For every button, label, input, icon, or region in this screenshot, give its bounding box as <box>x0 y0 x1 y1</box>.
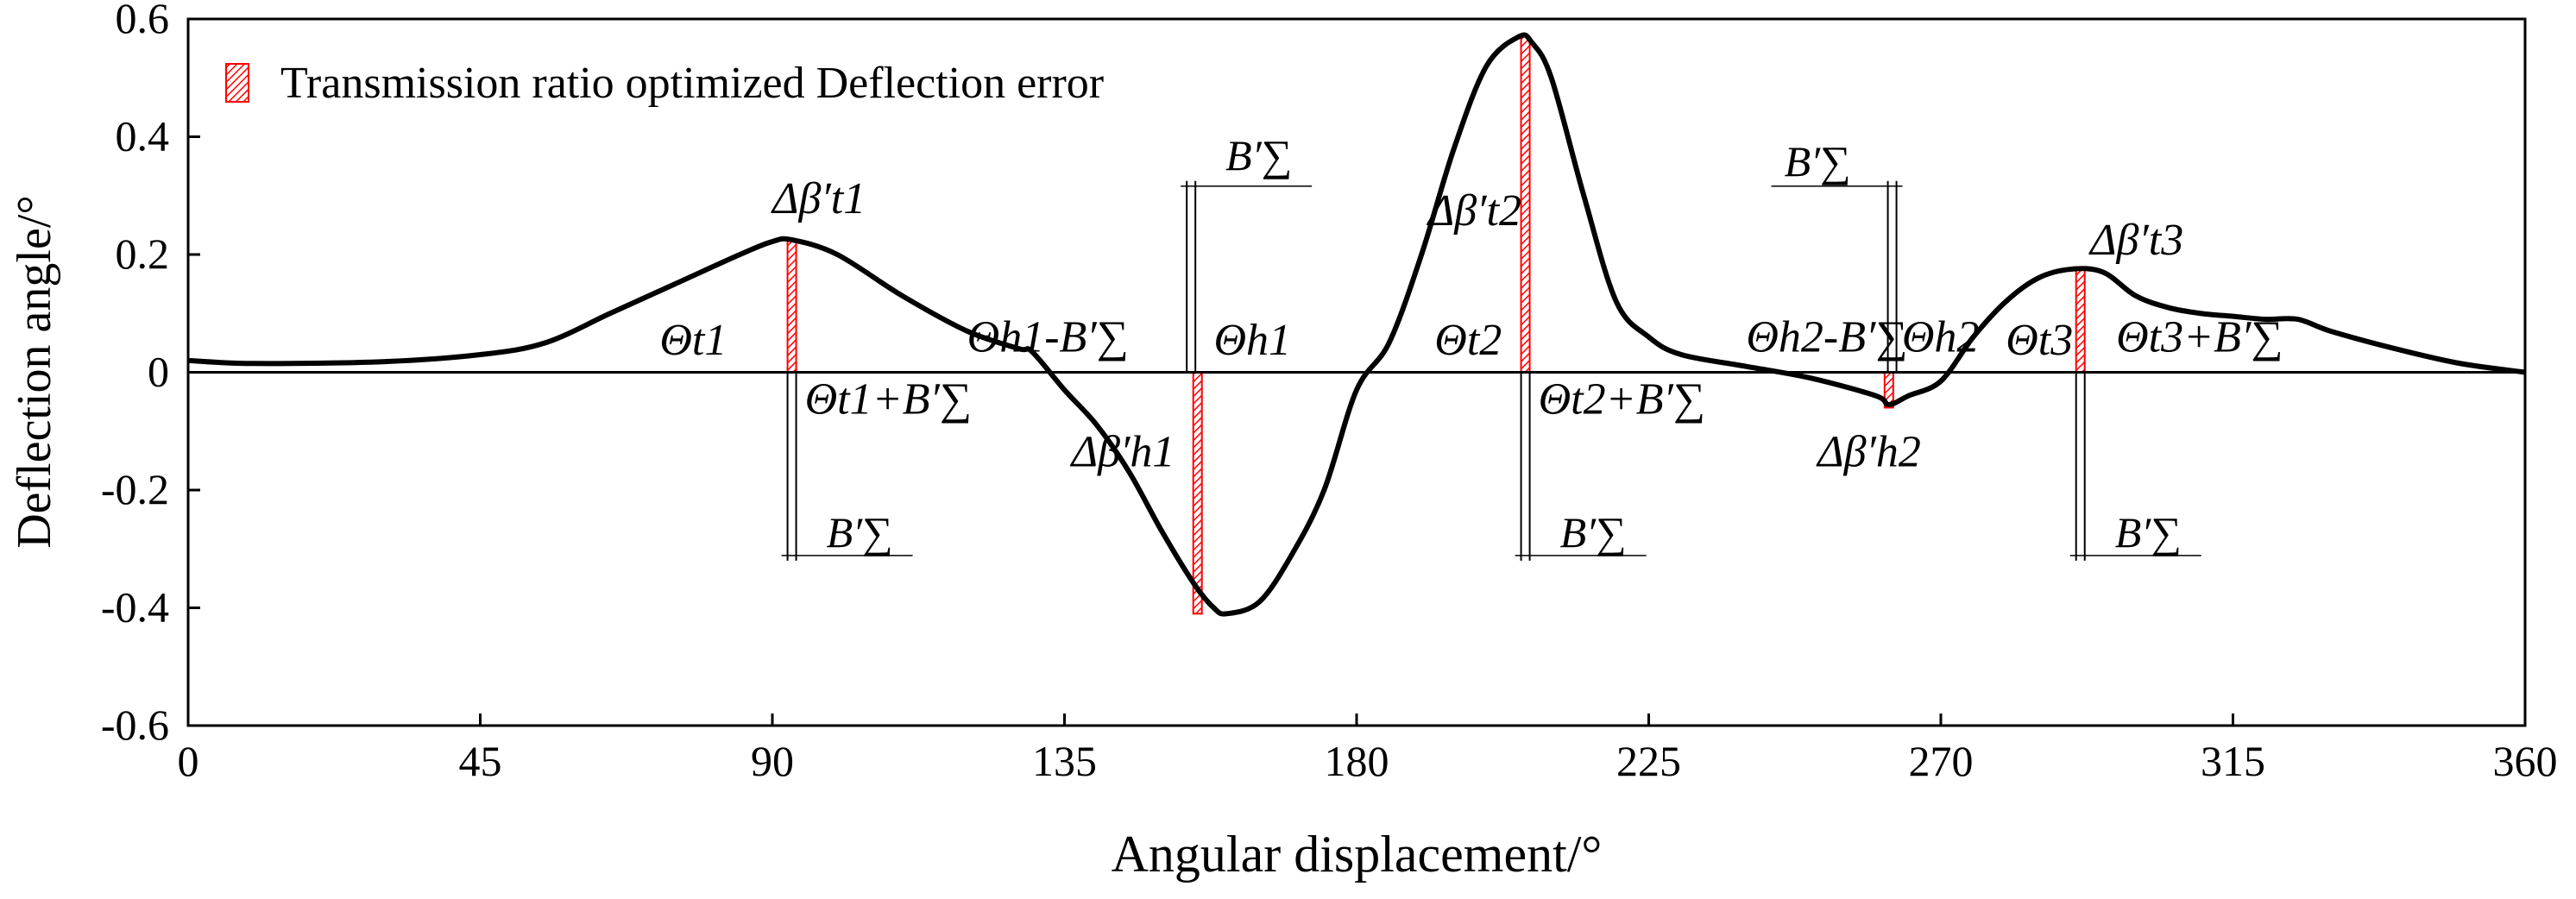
b-sigma-label: B′∑ <box>1225 131 1292 179</box>
x-tick-label: 0 <box>178 737 199 785</box>
annotation-dbeta-t1: Δβ′t1 <box>771 174 866 223</box>
y-tick-label: -0.2 <box>101 465 169 513</box>
b-sigma-markers: B′∑ B′∑ B′∑ B′∑ B′∑ <box>781 131 2201 561</box>
b-sigma-label: B′∑ <box>1560 508 1627 556</box>
y-tick-label: -0.6 <box>101 701 169 749</box>
annotation-theta-t2-plus: Θt2+B′∑ <box>1539 374 1705 424</box>
x-tick-label: 315 <box>2201 737 2265 785</box>
annotation-theta-h2-minus: Θh2-B′∑ <box>1746 313 1907 362</box>
annotation-theta-h2: Θh2 <box>1902 313 1980 362</box>
x-tick-label: 45 <box>459 737 502 785</box>
y-tick-label: -0.4 <box>101 583 169 632</box>
x-tick-label: 360 <box>2493 737 2558 785</box>
x-axis-label: Angular displacement/° <box>1112 826 1603 883</box>
annotation-theta-h1-minus: Θh1-B′∑ <box>967 313 1129 362</box>
annotation-dbeta-t3: Δβ′t3 <box>2088 216 2183 265</box>
b-sigma-label: B′∑ <box>827 508 893 556</box>
annotation-dbeta-h2: Δβ′h2 <box>1816 428 1921 477</box>
annotation-dbeta-t2: Δβ′t2 <box>1427 186 1521 236</box>
x-tick-label: 270 <box>1909 737 1974 785</box>
y-tick-label: 0 <box>148 348 169 396</box>
b-sigma-label: B′∑ <box>2115 508 2182 556</box>
deflection-curve <box>187 32 2526 617</box>
y-tick-label: 0.4 <box>116 112 170 160</box>
b-sigma-label: B′∑ <box>1785 137 1851 185</box>
annotations: Δβ′t1 Θt1 Θt1+B′∑ Θh1-B′∑ Θh1 Δβ′h1 Δβ′t2 Θt2 Θt… <box>659 174 2283 476</box>
error-bar <box>1192 371 1203 615</box>
error-bar <box>2075 268 2086 374</box>
series-group <box>187 32 2526 617</box>
annotation-theta-t1: Θt1 <box>659 316 727 365</box>
x-tick-label: 90 <box>751 737 794 785</box>
error-bar <box>1520 35 1531 374</box>
annotation-theta-t3: Θt3 <box>2006 316 2073 365</box>
y-tick-label: 0.2 <box>116 229 170 278</box>
annotation-dbeta-h1: Δβ′h1 <box>1070 428 1175 477</box>
x-tick-label: 180 <box>1325 737 1389 785</box>
x-tick-label: 135 <box>1032 737 1097 785</box>
annotation-theta-t1-plus: Θt1+B′∑ <box>805 374 972 424</box>
axis-ticks: 0 45 90 135 180 225 270 315 360 0.6 0.4 0.2 0 -0.2 -0.… <box>101 0 2558 785</box>
legend-label: Transmission ratio optimized Deflection … <box>280 59 1104 108</box>
legend-swatch <box>225 63 249 103</box>
annotation-theta-t3-plus: Θt3+B′∑ <box>2116 313 2283 362</box>
y-tick-label: 0.6 <box>116 0 170 42</box>
legend: Transmission ratio optimized Deflection … <box>225 59 1104 108</box>
y-axis-label: Deflection angle/° <box>8 195 61 549</box>
annotation-theta-t2: Θt2 <box>1434 316 1502 365</box>
x-tick-label: 225 <box>1616 737 1681 785</box>
error-bar <box>786 238 797 374</box>
annotation-theta-h1: Θh1 <box>1214 316 1292 365</box>
